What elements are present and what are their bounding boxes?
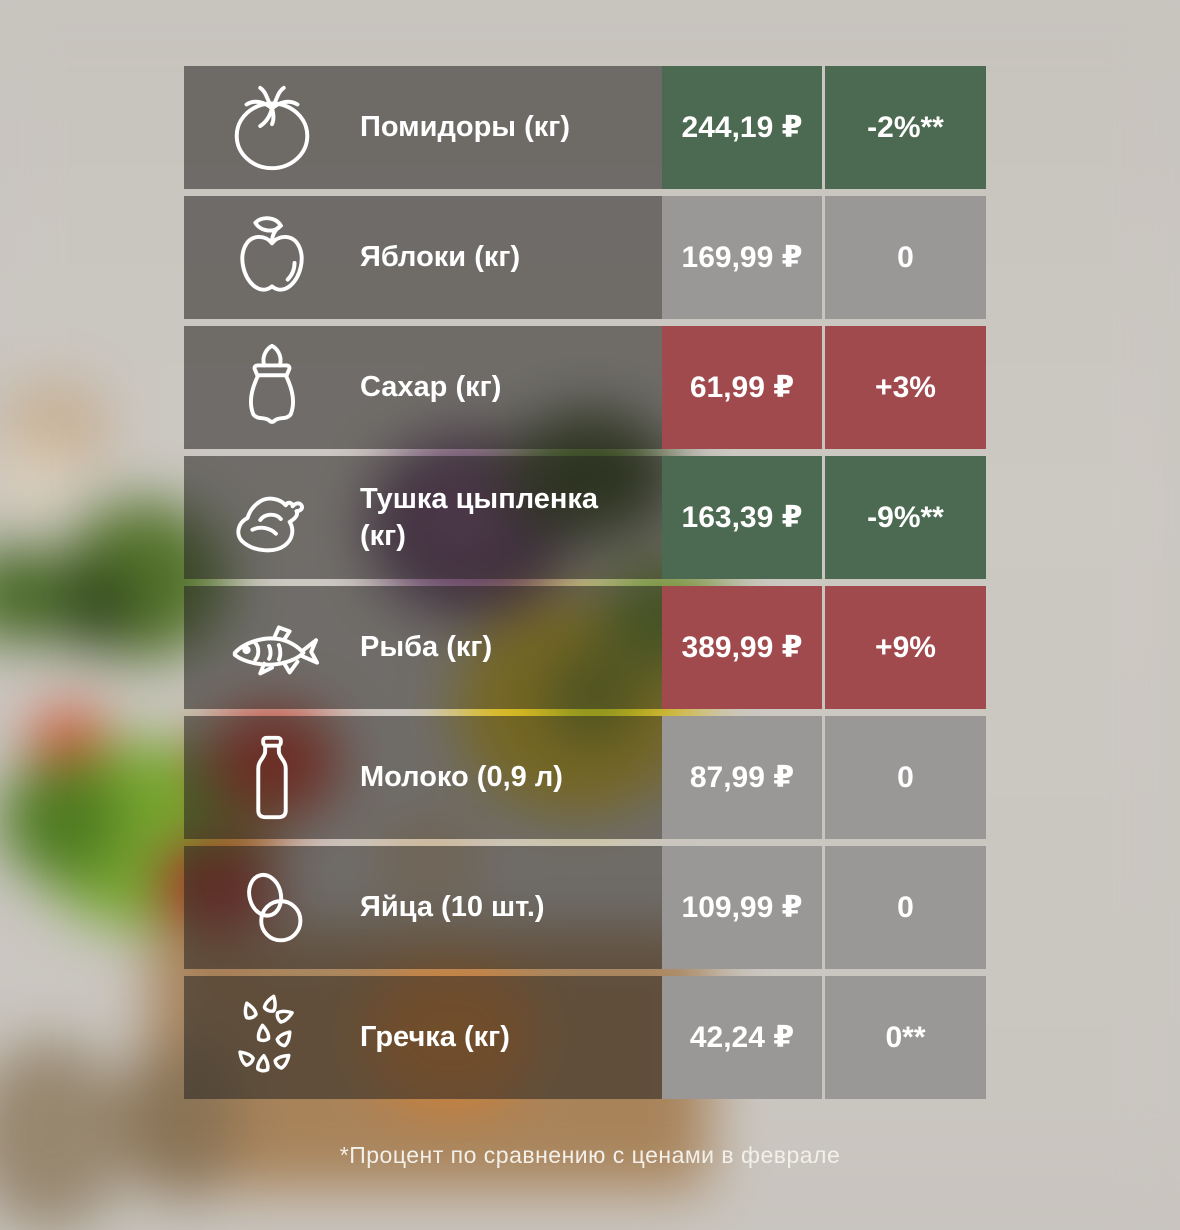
table-row: Сахар (кг) 61,99 ₽ +3% xyxy=(184,326,986,449)
eggs-icon xyxy=(247,872,303,942)
product-cell: Рыба (кг) xyxy=(184,586,662,709)
price-cell: 61,99 ₽ xyxy=(662,326,822,449)
product-label: Тушка цыпленка (кг) xyxy=(360,483,599,552)
sugar-sack-icon xyxy=(249,343,295,424)
change-cell: -2%** xyxy=(822,66,986,189)
product-label: Гречка (кг) xyxy=(360,1021,510,1054)
price-cell: 389,99 ₽ xyxy=(662,586,822,709)
price-cell: 42,24 ₽ xyxy=(662,976,822,1099)
table-row: Молоко (0,9 л) 87,99 ₽ 0 xyxy=(184,716,986,839)
change-cell: 0 xyxy=(822,716,986,839)
footnote: *Процент по сравнению с ценами в феврале xyxy=(339,1142,841,1168)
table-row: Тушка цыпленка (кг) 163,39 ₽ -9%** xyxy=(184,456,986,579)
product-cell: Сахар (кг) xyxy=(184,326,662,449)
table-row: Помидоры (кг) 244,19 ₽ -2%** xyxy=(184,66,986,189)
change-cell: +9% xyxy=(822,586,986,709)
fish-icon xyxy=(232,624,320,675)
product-icon-slot xyxy=(184,339,360,437)
product-label: Яйца (10 шт.) xyxy=(360,891,545,924)
change-cell: 0 xyxy=(822,196,986,319)
product-label: Помидоры (кг) xyxy=(360,111,571,144)
floor-corner-blob xyxy=(0,1040,130,1230)
product-icon-slot xyxy=(184,209,360,307)
price-cell: 109,99 ₽ xyxy=(662,846,822,969)
change-cell: +3% xyxy=(822,326,986,449)
product-icon-slot xyxy=(184,859,360,957)
price-cell: 87,99 ₽ xyxy=(662,716,822,839)
product-cell: Яйца (10 шт.) xyxy=(184,846,662,969)
change-cell: -9%** xyxy=(822,456,986,579)
price-cell: 163,39 ₽ xyxy=(662,456,822,579)
table-row: Гречка (кг) 42,24 ₽ 0** xyxy=(184,976,986,1099)
product-cell: Помидоры (кг) xyxy=(184,66,662,189)
product-label: Сахар (кг) xyxy=(360,371,502,404)
product-icon-slot xyxy=(184,729,360,827)
product-cell: Молоко (0,9 л) xyxy=(184,716,662,839)
change-cell: 0 xyxy=(822,846,986,969)
table-row: Рыба (кг) 389,99 ₽ +9% xyxy=(184,586,986,709)
mushroom-blob-2 xyxy=(0,440,80,510)
table-row: Яйца (10 шт.) 109,99 ₽ 0 xyxy=(184,846,986,969)
product-icon-slot xyxy=(184,989,360,1087)
chicken-icon xyxy=(236,496,304,552)
lettuce-dark-blob xyxy=(0,760,120,880)
product-label: Яблоки (кг) xyxy=(360,241,521,274)
product-icon-slot xyxy=(184,79,360,177)
price-cell: 169,99 ₽ xyxy=(662,196,822,319)
buckwheat-icon xyxy=(238,994,294,1073)
product-icon-slot xyxy=(184,599,360,697)
product-cell: Гречка (кг) xyxy=(184,976,662,1099)
price-table: Помидоры (кг) 244,19 ₽ -2%** Яблоки (кг)… xyxy=(184,66,986,1106)
table-row: Яблоки (кг) 169,99 ₽ 0 xyxy=(184,196,986,319)
product-icon-slot xyxy=(184,469,360,567)
milk-bottle-icon xyxy=(256,735,288,819)
apple-icon xyxy=(240,215,304,292)
product-label: Молоко (0,9 л) xyxy=(360,761,563,794)
change-cell: 0** xyxy=(822,976,986,1099)
price-cell: 244,19 ₽ xyxy=(662,66,822,189)
product-label: Рыба (кг) xyxy=(360,631,493,664)
product-cell: Яблоки (кг) xyxy=(184,196,662,319)
product-cell: Тушка цыпленка (кг) xyxy=(184,456,662,579)
tomato-icon xyxy=(234,85,310,170)
